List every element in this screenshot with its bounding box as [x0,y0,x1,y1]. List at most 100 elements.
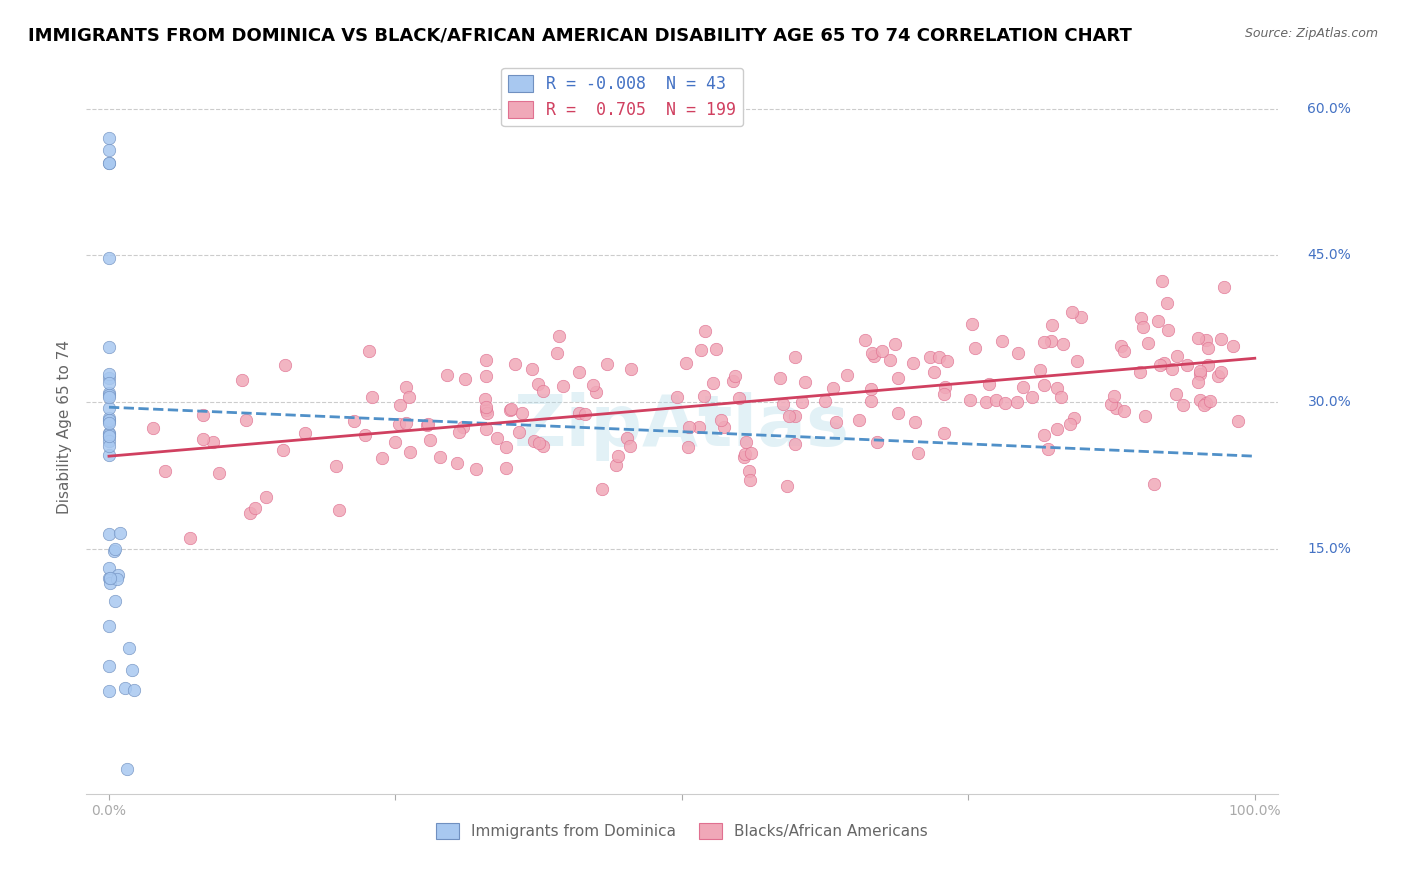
Point [935,354,957,368]
Point [527,435,550,450]
Point [239,507,262,521]
Point [98,659,121,673]
Point [98,340,121,354]
Point [883,337,905,351]
Point [1049,390,1071,404]
Point [740,473,762,487]
Point [768,371,790,385]
Point [1040,334,1063,348]
Point [179,531,201,545]
Point [934,379,956,393]
Point [1188,364,1211,378]
Point [934,426,956,441]
Point [693,324,716,338]
Point [585,385,607,400]
Point [142,421,165,435]
Point [531,384,554,399]
Point [474,422,496,436]
Point [98,526,121,541]
Point [98,143,121,157]
Point [702,376,724,390]
Point [776,479,799,493]
Point [446,456,468,470]
Point [360,390,382,404]
Point [1133,409,1156,424]
Point [733,450,755,465]
Point [678,440,700,454]
Point [574,407,596,421]
Point [994,395,1017,409]
Point [475,402,498,417]
Point [1059,417,1081,432]
Point [860,383,883,397]
Point [98,411,121,425]
Point [1177,358,1199,372]
Point [398,390,420,404]
Point [1011,380,1033,394]
Point [675,356,697,370]
Point [98,684,121,698]
Point [118,641,141,656]
Point [821,382,844,396]
Point [495,440,517,454]
Point [1029,363,1052,377]
Point [991,334,1014,348]
Point [98,427,121,442]
Point [208,467,231,481]
Point [1021,390,1043,404]
Point [1143,477,1166,491]
Point [553,379,575,393]
Y-axis label: Disability Age 65 to 74: Disability Age 65 to 74 [58,340,72,514]
Point [616,432,638,446]
Point [790,395,813,409]
Point [108,526,131,541]
Point [879,352,901,367]
Point [474,392,496,407]
Point [901,356,924,370]
Point [98,429,121,443]
Point [870,343,893,358]
Point [783,409,806,423]
Point [419,434,441,448]
Point [98,448,121,462]
Point [231,373,253,387]
Point [115,762,138,776]
Point [734,434,756,449]
Text: 45.0%: 45.0% [1308,249,1351,262]
Point [388,399,411,413]
Point [1227,414,1250,428]
Point [904,415,927,429]
Point [727,391,749,405]
Point [1164,387,1187,401]
Point [785,436,807,450]
Point [294,426,316,441]
Point [436,368,458,383]
Point [794,375,817,389]
Point [862,349,884,363]
Point [1052,337,1074,351]
Point [1112,344,1135,359]
Point [98,156,121,170]
Point [477,406,499,420]
Point [620,362,643,376]
Point [1147,313,1170,327]
Point [1197,358,1219,372]
Point [824,415,846,429]
Point [693,389,716,403]
Point [1060,305,1083,319]
Text: Source: ZipAtlas.com: Source: ZipAtlas.com [1244,27,1378,40]
Point [928,350,950,364]
Point [1070,310,1092,324]
Point [678,419,700,434]
Point [98,414,121,428]
Point [1187,331,1209,345]
Point [1129,366,1152,380]
Point [526,377,548,392]
Point [520,362,543,376]
Point [860,346,883,360]
Point [605,458,627,472]
Point [325,459,347,474]
Point [713,420,735,434]
Point [394,380,416,394]
Point [98,401,121,415]
